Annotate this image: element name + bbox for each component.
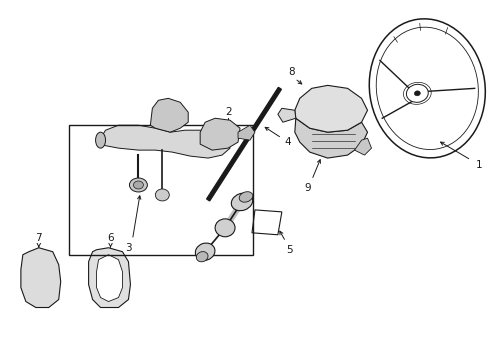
Polygon shape <box>150 98 188 132</box>
Text: 5: 5 <box>287 245 293 255</box>
Text: 6: 6 <box>107 233 114 243</box>
Ellipse shape <box>196 243 215 260</box>
Polygon shape <box>98 125 230 158</box>
Polygon shape <box>223 201 244 229</box>
Text: 3: 3 <box>125 243 132 253</box>
Ellipse shape <box>239 192 253 202</box>
Polygon shape <box>89 248 130 307</box>
Polygon shape <box>200 118 240 150</box>
Polygon shape <box>278 108 296 122</box>
Ellipse shape <box>96 132 105 148</box>
Polygon shape <box>97 255 122 302</box>
Ellipse shape <box>129 178 147 192</box>
Polygon shape <box>295 118 368 158</box>
Ellipse shape <box>133 181 144 189</box>
Ellipse shape <box>415 91 420 96</box>
Text: 2: 2 <box>225 107 231 117</box>
Text: 4: 4 <box>285 137 291 147</box>
Polygon shape <box>207 87 281 201</box>
Text: 9: 9 <box>304 183 311 193</box>
Ellipse shape <box>231 193 253 211</box>
Polygon shape <box>21 248 61 307</box>
Polygon shape <box>238 125 255 140</box>
Ellipse shape <box>215 219 235 237</box>
Polygon shape <box>355 138 371 155</box>
Polygon shape <box>295 85 368 132</box>
Ellipse shape <box>196 252 208 262</box>
Ellipse shape <box>406 84 428 102</box>
Bar <box>69 125 253 255</box>
Text: 1: 1 <box>476 160 483 170</box>
Text: 8: 8 <box>289 67 295 77</box>
Text: 7: 7 <box>35 233 42 243</box>
Ellipse shape <box>155 189 169 201</box>
